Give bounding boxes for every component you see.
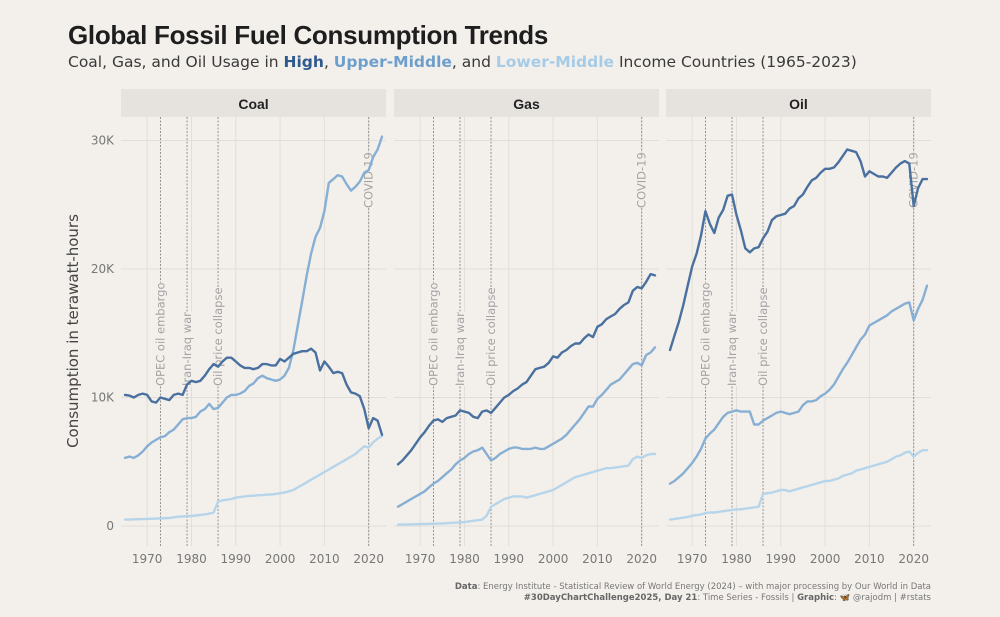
subtitle-sep-1: ,: [323, 53, 334, 71]
event-label-background: [725, 311, 740, 386]
x-tick-label: 2000: [538, 552, 569, 566]
event-label-background: [634, 152, 649, 208]
event-label-background: [698, 282, 713, 386]
event-label-background: [484, 287, 499, 386]
series-line-gas-upper-middle: [396, 346, 657, 508]
facet-strip-oil: [666, 89, 931, 117]
x-tick-label: 2000: [810, 552, 841, 566]
legend-upper-middle: Upper-Middle: [333, 53, 452, 71]
event-label: Iran-Iraq war: [180, 312, 194, 386]
event-label: OPEC oil embargo: [426, 282, 440, 386]
caption-data-source: : Energy Institute - Statistical Review …: [477, 582, 931, 592]
subtitle-suffix: Income Countries (1965-2023): [614, 53, 857, 71]
x-tick-label: 1980: [449, 552, 480, 566]
facet-strip-coal: [121, 89, 386, 117]
caption-data-label: Data: [454, 582, 478, 592]
x-tick-label: 2020: [898, 552, 929, 566]
x-tick-label: 1970: [405, 552, 436, 566]
event-label-background: [453, 311, 468, 386]
caption-topic: : Time Series - Fossils |: [697, 593, 798, 603]
event-label-background: [756, 287, 771, 386]
subtitle-prefix: Coal, Gas, and Oil Usage in: [68, 53, 284, 71]
facet-label: Oil: [789, 96, 808, 112]
event-label: OPEC oil embargo: [698, 282, 712, 386]
x-tick-label: 2010: [309, 552, 340, 566]
series-line-oil-high: [668, 148, 929, 352]
y-tick-label: 0: [106, 519, 114, 533]
series-line-gas-lower-middle: [396, 452, 657, 526]
caption-line-2: #30DayChartChallenge2025, Day 21: Time S…: [455, 593, 931, 604]
x-tick-label: 2020: [353, 552, 384, 566]
legend-lower-middle: Lower-Middle: [495, 53, 615, 71]
event-label: COVID-19: [362, 152, 376, 208]
chart-title: Global Fossil Fuel Consumption Trends: [68, 20, 549, 50]
event-label: Oil price collapse: [756, 287, 770, 386]
x-tick-label: 2020: [626, 552, 657, 566]
facet-label: Gas: [513, 96, 540, 112]
legend-high: High: [283, 53, 324, 71]
event-label-background: [180, 311, 195, 386]
caption-line-1: Data: Energy Institute - Statistical Rev…: [455, 582, 931, 593]
event-label: Oil price collapse: [484, 287, 498, 386]
x-tick-label: 2010: [854, 552, 885, 566]
series-line-coal-lower-middle: [123, 434, 384, 521]
x-tick-label: 1980: [721, 552, 752, 566]
caption-challenge: #30DayChartChallenge2025, Day 21: [523, 593, 698, 603]
x-tick-label: 1990: [494, 552, 525, 566]
series-line-oil-upper-middle: [668, 284, 929, 485]
event-label: COVID-19: [635, 152, 649, 208]
event-label: Oil price collapse: [211, 287, 225, 386]
x-tick-label: 1990: [766, 552, 797, 566]
caption-author: : 🦋 @rajodm | #rstats: [834, 593, 931, 603]
x-tick-label: 1990: [221, 552, 252, 566]
event-label: Iran-Iraq war: [725, 312, 739, 386]
event-label: OPEC oil embargo: [153, 282, 167, 386]
subtitle-sep-2: , and: [451, 53, 496, 71]
series-line-coal-upper-middle: [123, 135, 384, 460]
x-tick-label: 1980: [176, 552, 207, 566]
x-tick-label: 2010: [582, 552, 613, 566]
x-tick-label: 2000: [265, 552, 296, 566]
facet-label: Coal: [238, 96, 268, 112]
event-label-background: [361, 152, 376, 208]
x-tick-label: 1970: [132, 552, 163, 566]
y-tick-label: 30K: [91, 134, 115, 148]
series-line-gas-high: [396, 272, 657, 466]
event-label-background: [426, 282, 441, 386]
caption-graphic-label: Graphic: [797, 593, 835, 603]
y-tick-label: 20K: [91, 262, 115, 276]
y-axis-title: Consumption in terawatt-hours: [64, 214, 82, 448]
facet-strip-gas: [394, 89, 659, 117]
event-label-background: [153, 282, 168, 386]
x-tick-label: 1970: [677, 552, 708, 566]
caption: Data: Energy Institute - Statistical Rev…: [455, 582, 931, 604]
chart-subtitle: Coal, Gas, and Oil Usage in High, Upper-…: [68, 53, 857, 71]
series-line-oil-lower-middle: [668, 449, 929, 521]
y-tick-label: 10K: [91, 391, 115, 405]
series-line-coal-high: [123, 347, 384, 436]
event-label: Iran-Iraq war: [453, 312, 467, 386]
